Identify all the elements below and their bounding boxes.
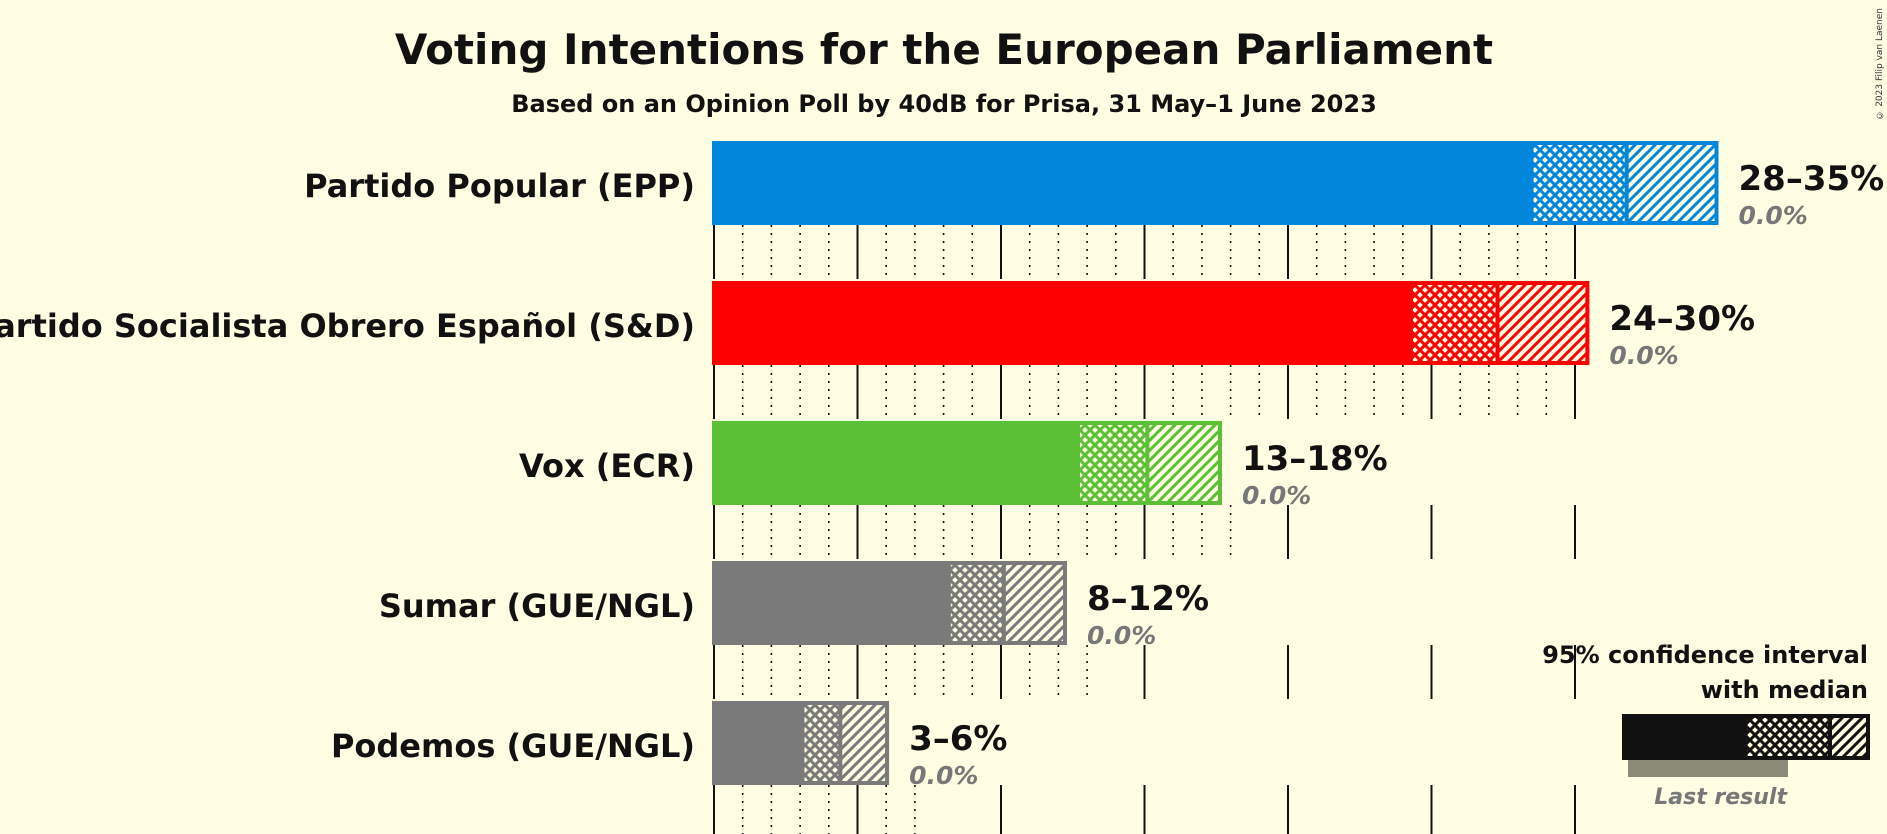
bar-group: Partido Popular (EPP) 28–35%0.0% (304, 141, 1884, 230)
bar-ci-low-half (1078, 421, 1148, 505)
bar-ci-high-half (1147, 421, 1222, 505)
legend-last-result-label: Last result (1654, 785, 1788, 810)
bar-solid (714, 561, 950, 645)
bar-solid (714, 421, 1079, 505)
bar-group: Sumar (GUE/NGL) 8–12%0.0% (379, 561, 1209, 650)
bar-ci-high-half (1497, 281, 1590, 365)
category-label: Vox (ECR) (519, 447, 695, 485)
bar-group: Podemos (GUE/NGL) 3–6%0.0% (331, 701, 1007, 790)
range-label: 3–6% (909, 719, 1007, 759)
bar-group: Partido Socialista Obrero Español (S&D) 2… (0, 281, 1755, 370)
bar-group: Vox (ECR) 13–18%0.0% (519, 421, 1388, 510)
bar-solid (714, 701, 803, 785)
category-label: Sumar (GUE/NGL) (379, 587, 695, 625)
bar-ci-low-half (802, 701, 841, 785)
category-label: Podemos (GUE/NGL) (331, 727, 695, 765)
last-result-label: 0.0% (1609, 341, 1678, 370)
bar-outline (712, 281, 1590, 365)
bar-ci-high-half (1003, 561, 1068, 645)
category-label: Partido Socialista Obrero Español (S&D) (0, 307, 695, 345)
last-result-label: 0.0% (909, 761, 978, 790)
bar-outline (712, 701, 890, 785)
chart-title: Voting Intentions for the European Parli… (395, 25, 1493, 74)
range-label: 8–12% (1087, 579, 1209, 619)
bar-solid (714, 281, 1412, 365)
chart-subtitle: Based on an Opinion Poll by 40dB for Pri… (511, 90, 1377, 118)
bar-outline (712, 561, 1068, 645)
bar-ci-low-half (1531, 141, 1627, 225)
bar-outline (712, 421, 1222, 505)
range-label: 13–18% (1242, 439, 1388, 479)
legend-crosshatch (1746, 716, 1830, 758)
last-result-label: 0.0% (1087, 621, 1156, 650)
legend-solid-bar (1624, 716, 1746, 758)
legend-last-result-bar (1628, 755, 1788, 777)
bar-ci-low-half (1411, 281, 1498, 365)
bar-ci-high-half (840, 701, 890, 785)
bar-ci-low-half (949, 561, 1004, 645)
range-label: 24–30% (1609, 299, 1755, 339)
last-result-label: 0.0% (1739, 201, 1808, 230)
range-label: 28–35% (1739, 159, 1885, 199)
category-label: Partido Popular (EPP) (304, 167, 695, 205)
bar-ci-high-half (1626, 141, 1719, 225)
gridlines (713, 225, 1576, 834)
bars-group: Partido Popular (EPP) 28–35%0.0%Partido S… (0, 141, 1884, 790)
legend: 95% confidence interval with median Last… (1542, 641, 1870, 810)
legend-line-1: 95% confidence interval (1542, 641, 1868, 669)
last-result-label: 0.0% (1242, 481, 1311, 510)
legend-line-2: with median (1701, 676, 1868, 704)
legend-diaghatch (1830, 716, 1868, 758)
bar-solid (714, 141, 1532, 225)
bar-outline (712, 141, 1719, 225)
